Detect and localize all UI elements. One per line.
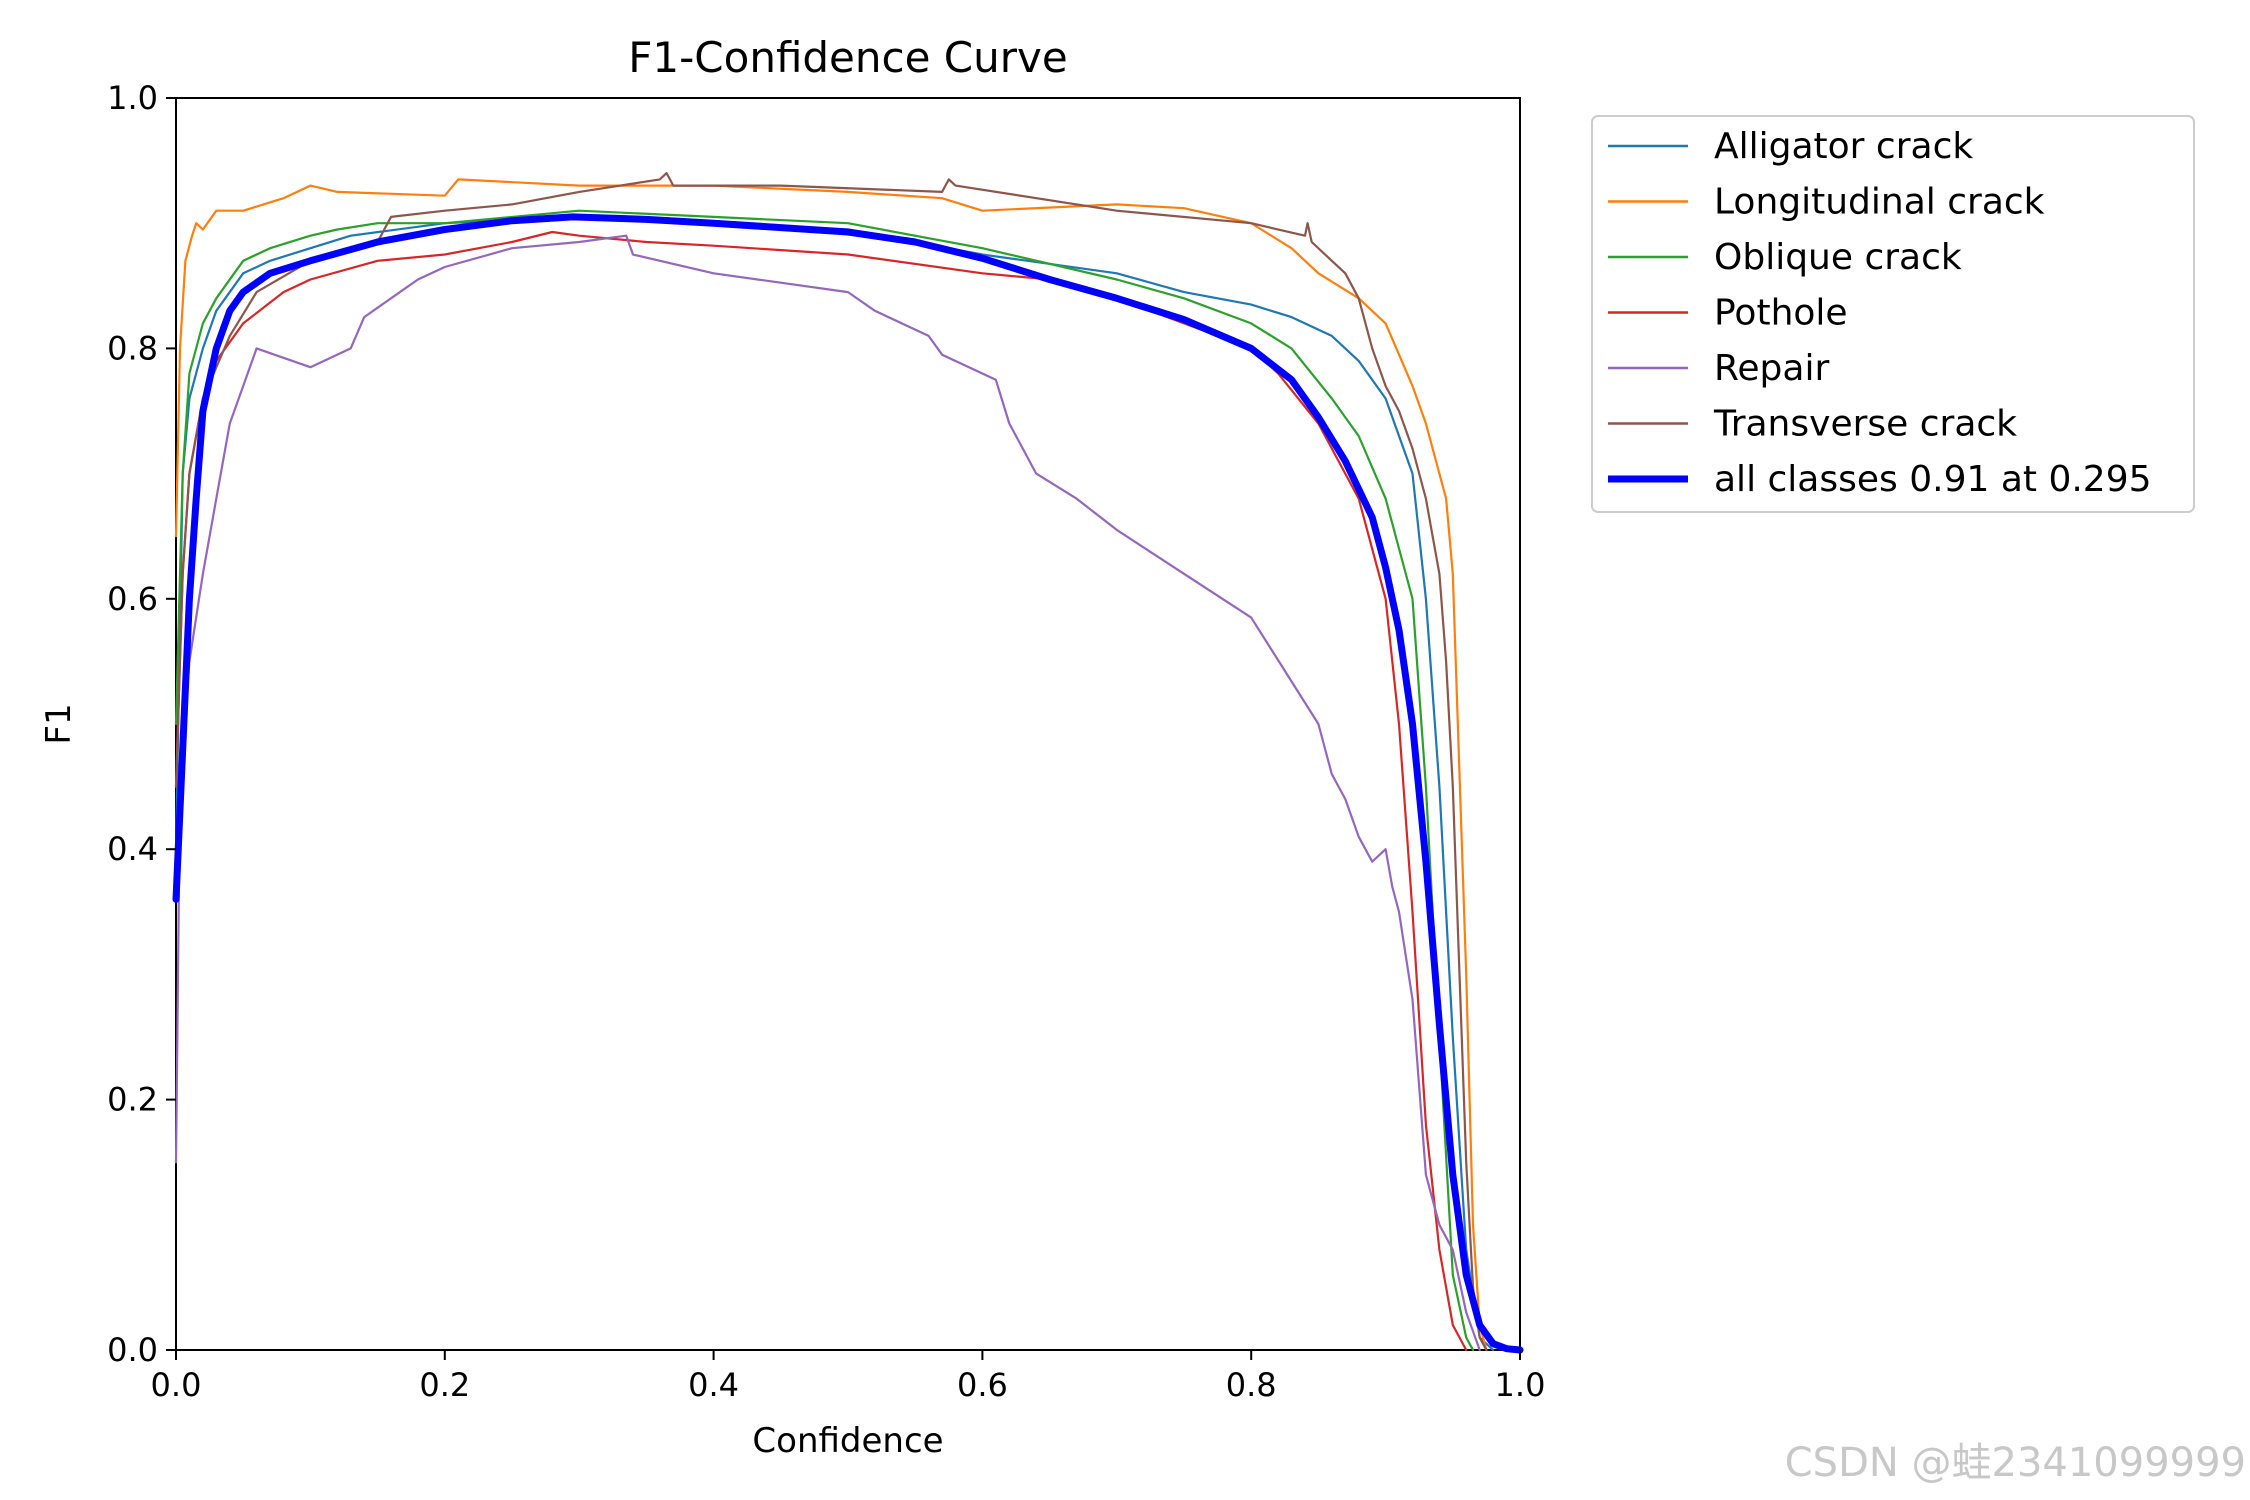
plot-area	[172, 97, 1524, 1354]
legend: Alligator crack Longitudinal crack Oblique…	[1591, 115, 2195, 513]
y-axis-ticks: 0.0 0.2 0.4 0.6 0.8 1.0	[107, 79, 176, 1369]
y-tick-label: 0.8	[107, 329, 158, 367]
series-line-pothole	[174, 230, 1468, 1352]
x-axis-label: Confidence	[752, 1421, 943, 1461]
x-tick-label: 0.8	[1226, 1366, 1277, 1404]
legend-label-repair: Repair	[1714, 348, 1829, 389]
x-tick-label: 1.0	[1495, 1366, 1546, 1404]
legend-label-alligator-crack: Alligator crack	[1714, 126, 1973, 167]
series-lines	[172, 172, 1524, 1354]
series-line-oblique-crack	[174, 209, 1475, 1352]
legend-items: Alligator crack Longitudinal crack Oblique…	[1608, 126, 2152, 500]
series-line-repair	[174, 234, 1481, 1352]
x-tick-label: 0.2	[419, 1366, 470, 1404]
x-axis-ticks: 0.0 0.2 0.4 0.6 0.8 1.0	[151, 1350, 1546, 1404]
legend-label-all-classes-0-91-at-0-295: all classes 0.91 at 0.295	[1714, 459, 2152, 500]
y-axis-label: F1	[39, 703, 79, 744]
y-tick-label: 0.0	[107, 1331, 158, 1369]
y-tick-label: 0.6	[107, 580, 158, 618]
legend-label-oblique-crack: Oblique crack	[1714, 237, 1962, 278]
series-line-longitudinal-crack	[174, 178, 1488, 1352]
y-tick-label: 0.2	[107, 1081, 158, 1119]
legend-frame	[1591, 115, 2195, 513]
legend-label-longitudinal-crack: Longitudinal crack	[1714, 182, 2045, 223]
legend-label-pothole: Pothole	[1714, 293, 1848, 334]
y-tick-label: 0.4	[107, 830, 158, 868]
watermark: CSDN @蛙2341099999	[1785, 1440, 2246, 1486]
y-tick-label: 1.0	[107, 79, 158, 117]
x-tick-label: 0.4	[688, 1366, 739, 1404]
series-line-all-classes-0-91-at-0-295	[172, 213, 1524, 1354]
x-tick-label: 0.0	[151, 1366, 202, 1404]
chart-title: F1-Confidence Curve	[628, 33, 1067, 82]
x-tick-label: 0.6	[957, 1366, 1008, 1404]
legend-label-transverse-crack: Transverse crack	[1713, 404, 2017, 445]
